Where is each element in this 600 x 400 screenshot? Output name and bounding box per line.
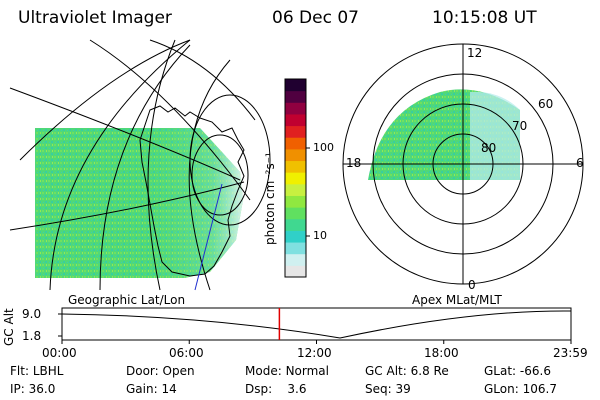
colorbar-segment [285,125,306,138]
alt-xtick-4: 23:59 [553,346,588,360]
colorbar-segment [285,79,306,92]
footer-glon: GLon: 106.7 [484,382,557,396]
colorbar-segment [285,172,306,185]
colorbar-segment [285,207,306,220]
mlt-label-12: 12 [467,46,483,60]
colorbar-segment [285,265,306,278]
mlat-label-80: 80 [481,141,497,155]
mlt-label-6: 6 [576,156,584,170]
footer-gain: Gain: 14 [126,382,177,396]
colorbar-segment [285,242,306,255]
mlat-label-70: 70 [512,119,528,133]
footer-glat: GLat: -66.6 [484,364,551,378]
alt-xtick-3: 18:00 [424,346,459,360]
right-panel-caption: Apex MLat/MLT [412,293,502,307]
alt-ylabel: GC Alt [2,308,16,346]
geographic-map [9,39,271,291]
colorbar-segment [285,148,306,162]
altitude-plot [58,307,572,344]
alt-xtick-1: 06:00 [169,346,204,360]
colorbar-segment [285,113,306,127]
time-label: 10:15:08 UT [432,8,537,28]
colorbar-tick-10: 10 [313,229,327,242]
colorbar-segment [285,195,306,208]
footer-door: Door: Open [126,364,195,378]
colorbar-label: photon cm⁻²s⁻¹ [263,152,277,245]
colorbar-segment [285,218,306,231]
footer-mode: Mode: Normal [245,364,329,378]
aurora-fade-left [140,128,243,278]
instrument-title: Ultraviolet Imager [18,8,172,28]
colorbar-tick-100: 100 [313,141,334,154]
colorbar-segment [285,102,306,115]
mlt-label-18: 18 [346,156,362,170]
footer-flt: Flt: LBHL [10,364,64,378]
footer-seq: Seq: 39 [365,382,411,396]
alt-ytick-9: 9.0 [22,307,42,321]
date-label: 06 Dec 07 [272,8,359,28]
mlat-label-60: 60 [538,97,554,111]
colorbar-segment [285,253,306,266]
polar-plot [342,43,584,285]
footer-gc-alt: GC Alt: 6.8 Re [365,364,449,378]
colorbar [285,79,306,278]
alt-xtick-2: 12:00 [297,346,332,360]
altitude-curve [61,310,572,339]
colorbar-segment [285,160,306,173]
left-panel-caption: Geographic Lat/Lon [68,293,186,307]
colorbar-segment [285,90,306,103]
alt-ytick-1-8: 1.8 [22,329,42,343]
colorbar-segment [285,183,306,196]
footer-dsp: Dsp: 3.6 [245,382,307,396]
footer-ip: IP: 36.0 [10,382,56,396]
coastline [139,105,245,277]
mlt-label-0: 0 [468,278,476,292]
alt-xtick-0: 00:00 [42,346,77,360]
colorbar-segment [285,137,306,150]
colorbar-segment [285,230,306,243]
